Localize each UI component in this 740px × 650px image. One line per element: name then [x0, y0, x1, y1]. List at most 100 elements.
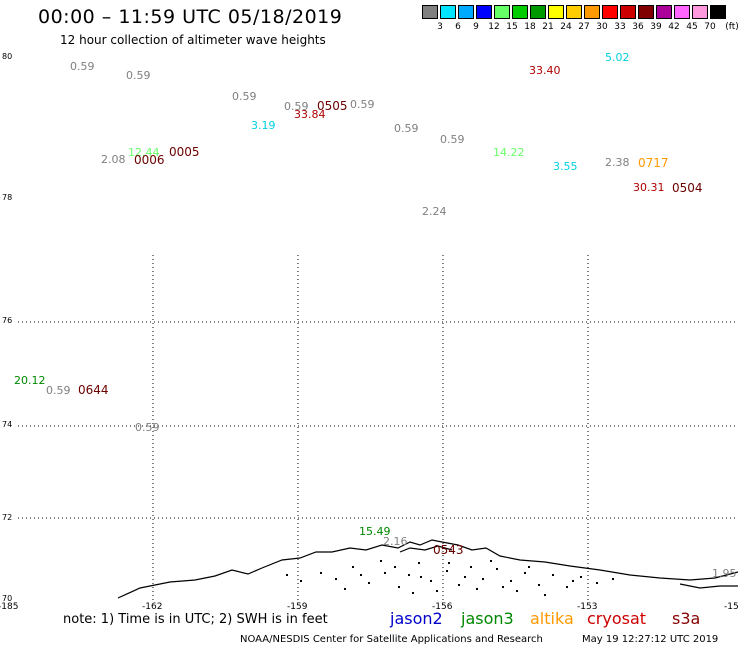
pass-time: 0006 [134, 153, 165, 167]
latitude-label: 78 [2, 193, 12, 202]
pass-time: 0717 [638, 156, 669, 170]
island-dot [510, 580, 512, 582]
island-dot [566, 586, 568, 588]
colorbar-swatch [422, 5, 438, 19]
pass-time: 0543 [433, 543, 464, 557]
island-dot [320, 572, 322, 574]
colorbar-swatch [512, 5, 528, 19]
latitude-label: 70 [2, 594, 12, 603]
island-dot [552, 574, 554, 576]
colorbar-label: 27 [578, 22, 590, 32]
colorbar-label: 42 [668, 22, 680, 32]
colorbar-swatch [602, 5, 618, 19]
colorbar-label: 45 [686, 22, 698, 32]
island-dot [458, 584, 460, 586]
generation-timestamp: May 19 12:27:12 UTC 2019 [582, 634, 719, 645]
wave-height-value: 20.12 [14, 374, 46, 387]
island-dot [470, 566, 472, 568]
island-dot [398, 586, 400, 588]
wave-height-value: 0.59 [126, 69, 151, 82]
wave-height-value: 0.59 [135, 421, 160, 434]
wave-height-value: 0.59 [46, 384, 71, 397]
colorbar-swatch [530, 5, 546, 19]
colorbar-unit: (ft) [725, 22, 739, 32]
island-dot [516, 590, 518, 592]
pass-time: 0505 [317, 99, 348, 113]
longitude-label: -185 [0, 602, 18, 612]
island-dot [335, 578, 337, 580]
coastal-islands [286, 560, 614, 596]
pass-time: 0504 [672, 181, 703, 195]
wave-height-value: 0.59 [350, 98, 375, 111]
colorbar-label: 3 [437, 22, 443, 32]
satellite-legend-item: jason3 [461, 609, 514, 628]
colorbar-swatch [566, 5, 582, 19]
latitude-label: 80 [2, 52, 12, 61]
grid-lines [18, 255, 738, 600]
colorbar-swatch [620, 5, 636, 19]
colorbar-label: 21 [542, 22, 554, 32]
latitude-labels: 80 78 76 74 72 70 [2, 52, 12, 603]
island-dot [412, 592, 414, 594]
wave-height-value: 5.02 [605, 51, 630, 64]
colorbar-swatch [458, 5, 474, 19]
wave-height-value: 0.59 [70, 60, 95, 73]
satellite-legend-item: jason2 [390, 609, 443, 628]
wave-height-value: 0.59 [394, 122, 419, 135]
island-dot [394, 566, 396, 568]
wave-height-value: 2.24 [422, 205, 447, 218]
wave-height-value: 33.84 [294, 108, 326, 121]
island-dot [380, 560, 382, 562]
longitude-label: -15 [724, 602, 739, 612]
wave-height-value: 15.49 [359, 525, 391, 538]
island-dot [596, 582, 598, 584]
island-dot [360, 574, 362, 576]
wave-height-value: 30.31 [633, 181, 665, 194]
map-subtitle: 12 hour collection of altimeter wave hei… [60, 33, 326, 47]
colorbar-label: 24 [560, 22, 572, 32]
wave-height-value: 1.95 [712, 567, 737, 580]
colorbar-swatch [710, 5, 726, 19]
credit-line: NOAA/NESDIS Center for Satellite Applica… [240, 634, 543, 645]
colorbar-swatch [584, 5, 600, 19]
wave-height-value: 0.59 [284, 100, 309, 113]
wave-height-value: 0.59 [440, 133, 465, 146]
colorbar-swatch [692, 5, 708, 19]
wave-height-value: 2.16 [383, 535, 408, 548]
wave-height-colorbar: 3 6 9 12 15 18 21 24 27 30 33 36 39 42 45 70 (ft) [422, 5, 740, 37]
colorbar-swatch [656, 5, 672, 19]
wave-height-value: 0.59 [232, 90, 257, 103]
colorbar-swatch [476, 5, 492, 19]
satellite-legend-item: cryosat [587, 609, 647, 628]
satellite-legend-item: altika [530, 609, 574, 628]
colorbar-label: 70 [704, 22, 716, 32]
coastline [117, 539, 739, 599]
island-dot [344, 588, 346, 590]
wave-height-measurements: 0.590.590.590.59 0.590.590.5933.843.1912.… [14, 51, 737, 580]
colorbar-label: 9 [473, 22, 479, 32]
latitude-label: 72 [2, 513, 12, 522]
latitude-label: 74 [2, 420, 12, 429]
island-dot [524, 572, 526, 574]
longitude-label: -156 [432, 602, 453, 612]
colorbar-swatch [440, 5, 456, 19]
pass-time: 0644 [78, 383, 109, 397]
island-dot [420, 576, 422, 578]
island-dot [408, 574, 410, 576]
colorbar-label: 15 [506, 22, 518, 32]
colorbar-label: 36 [632, 22, 644, 32]
wave-height-value: 3.19 [251, 119, 276, 132]
wave-height-value: 2.08 [101, 153, 126, 166]
island-dot [430, 580, 432, 582]
island-dot [496, 568, 498, 570]
wave-height-value: 2.38 [605, 156, 630, 169]
longitude-label: -159 [287, 602, 308, 612]
longitude-label: -162 [142, 602, 162, 612]
island-dot [490, 560, 492, 562]
island-dot [446, 570, 448, 572]
island-dot [544, 594, 546, 596]
footer-note: note: 1) Time is in UTC; 2) SWH is in fe… [63, 612, 328, 627]
colorbar-label: 30 [596, 22, 608, 32]
